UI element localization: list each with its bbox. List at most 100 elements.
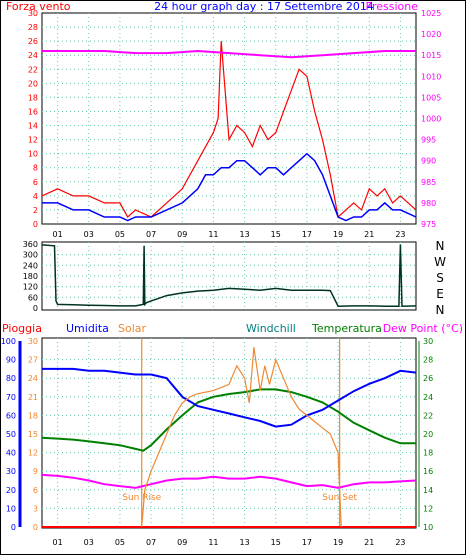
temperature-tick-label: 16 — [423, 467, 433, 476]
climate-hour-tick-label: 23 — [395, 538, 405, 547]
grid-lines — [42, 13, 416, 528]
direction-label-s: S — [436, 271, 444, 285]
solar-tick-label: 24 — [28, 374, 38, 383]
wind-speed-tick-label: 4 — [33, 192, 38, 201]
wind-speed-tick-label: 14 — [28, 122, 38, 131]
humidity-tick-label: 70 — [6, 393, 16, 402]
dewpoint-label: Dew Point (°C) — [383, 322, 463, 335]
hour-tick-label: 11 — [208, 230, 218, 239]
windchill-label: Windchill — [246, 322, 296, 335]
temperature-tick-label: 14 — [423, 486, 433, 495]
solar-line — [141, 347, 342, 528]
pressure-tick-label: 980 — [421, 199, 436, 208]
wind-speed-tick-label: 20 — [28, 79, 38, 88]
humidity-tick-label: 80 — [6, 374, 16, 383]
solar-tick-label: 3 — [33, 504, 38, 513]
pressure-tick-label: 995 — [421, 136, 436, 145]
temperature-tick-label: 26 — [423, 374, 433, 383]
wind-speed-tick-label: 6 — [33, 178, 38, 187]
rain-label: Pioggia — [2, 322, 42, 335]
pressure-tick-label: 1015 — [421, 51, 441, 60]
climate-hour-tick-label: 11 — [208, 538, 218, 547]
humidity-tick-label: 100 — [1, 337, 16, 346]
direction-tick-label: 0 — [33, 304, 38, 313]
series-lines — [41, 41, 417, 528]
temperature-tick-label: 22 — [423, 411, 433, 420]
solar-tick-label: 27 — [28, 356, 38, 365]
humidity-tick-label: 10 — [6, 504, 16, 513]
hour-tick-label: 19 — [333, 230, 343, 239]
pressure-tick-label: 1020 — [421, 30, 441, 39]
pressure-tick-label: 1025 — [421, 9, 441, 18]
wind-speed-tick-label: 22 — [28, 65, 38, 74]
temperature-line — [41, 388, 416, 452]
climate-hour-tick-label: 09 — [177, 538, 187, 547]
wind-speed-line — [41, 41, 417, 219]
humidity-tick-label: 0 — [11, 523, 16, 532]
climate-hour-tick-label: 03 — [84, 538, 94, 547]
hour-tick-label: 17 — [302, 230, 312, 239]
direction-label-e: E — [436, 287, 444, 301]
pressure-tick-label: 1005 — [421, 93, 441, 102]
hour-tick-label: 03 — [84, 230, 94, 239]
wind-speed-tick-label: 2 — [33, 206, 38, 215]
dewpoint-line — [41, 473, 417, 489]
solar-tick-label: 18 — [28, 411, 38, 420]
sunrise-label: Sun Rise — [122, 493, 161, 503]
temperature-tick-label: 24 — [423, 393, 433, 402]
wind-speed-tick-label: 30 — [28, 9, 38, 18]
solar-tick-label: 0 — [33, 523, 38, 532]
direction-tick-label: 360 — [23, 240, 38, 249]
pressure-tick-label: 985 — [421, 178, 436, 187]
humidity-tick-label: 20 — [6, 486, 16, 495]
climate-hour-tick-label: 05 — [115, 538, 125, 547]
humidity-tick-label: 40 — [6, 449, 16, 458]
solar-tick-label: 30 — [28, 337, 38, 346]
hour-tick-label: 07 — [146, 230, 156, 239]
axis-ticks: 0246810121416182022242628309759809859909… — [1, 9, 442, 547]
panel-wind-frame — [41, 12, 417, 225]
wind-speed-tick-label: 24 — [28, 51, 38, 60]
climate-hour-tick-label: 21 — [364, 538, 374, 547]
climate-hour-tick-label: 19 — [333, 538, 343, 547]
wind-speed-tick-label: 28 — [28, 23, 38, 32]
direction-tick-label: 180 — [23, 272, 38, 281]
wind-speed-tick-label: 26 — [28, 37, 38, 46]
climate-hour-tick-label: 07 — [146, 538, 156, 547]
wind-speed-tick-label: 8 — [33, 164, 38, 173]
chart-title: 24 hour graph day : 17 Settembre 2014 — [154, 0, 374, 13]
direction-tick-label: 240 — [23, 261, 38, 270]
hour-tick-label: 09 — [177, 230, 187, 239]
pressure-tick-label: 975 — [421, 220, 436, 229]
hour-tick-label: 13 — [239, 230, 249, 239]
solar-tick-label: 21 — [28, 393, 38, 402]
wind-speed-tick-label: 0 — [33, 220, 38, 229]
solar-tick-label: 15 — [28, 430, 38, 439]
direction-label-n-bottom: N — [436, 303, 445, 317]
direction-tick-label: 300 — [23, 251, 38, 260]
hour-tick-label: 05 — [115, 230, 125, 239]
solar-tick-label: 6 — [33, 486, 38, 495]
hour-tick-label: 01 — [52, 230, 62, 239]
temperature-label: Temperatura — [311, 322, 382, 335]
humidity-tick-label: 60 — [6, 411, 16, 420]
temperature-tick-label: 20 — [423, 430, 433, 439]
wind-direction-line — [41, 244, 417, 307]
wind-speed-tick-label: 12 — [28, 136, 38, 145]
wind-speed-label: Forza vento — [6, 0, 71, 13]
temperature-tick-label: 18 — [423, 449, 433, 458]
hour-tick-label: 21 — [364, 230, 374, 239]
climate-hour-tick-label: 17 — [302, 538, 312, 547]
direction-tick-label: 120 — [23, 283, 38, 292]
direction-label-w: W — [434, 255, 446, 269]
wind-speed-tick-label: 18 — [28, 93, 38, 102]
solar-tick-label: 12 — [28, 449, 38, 458]
direction-label-n-top: N — [436, 239, 445, 253]
pressure-label: Pressione — [366, 0, 419, 13]
direction-tick-label: 60 — [28, 293, 38, 302]
climate-hour-tick-label: 13 — [239, 538, 249, 547]
wind-speed-tick-label: 16 — [28, 107, 38, 116]
humidity-tick-label: 90 — [6, 356, 16, 365]
